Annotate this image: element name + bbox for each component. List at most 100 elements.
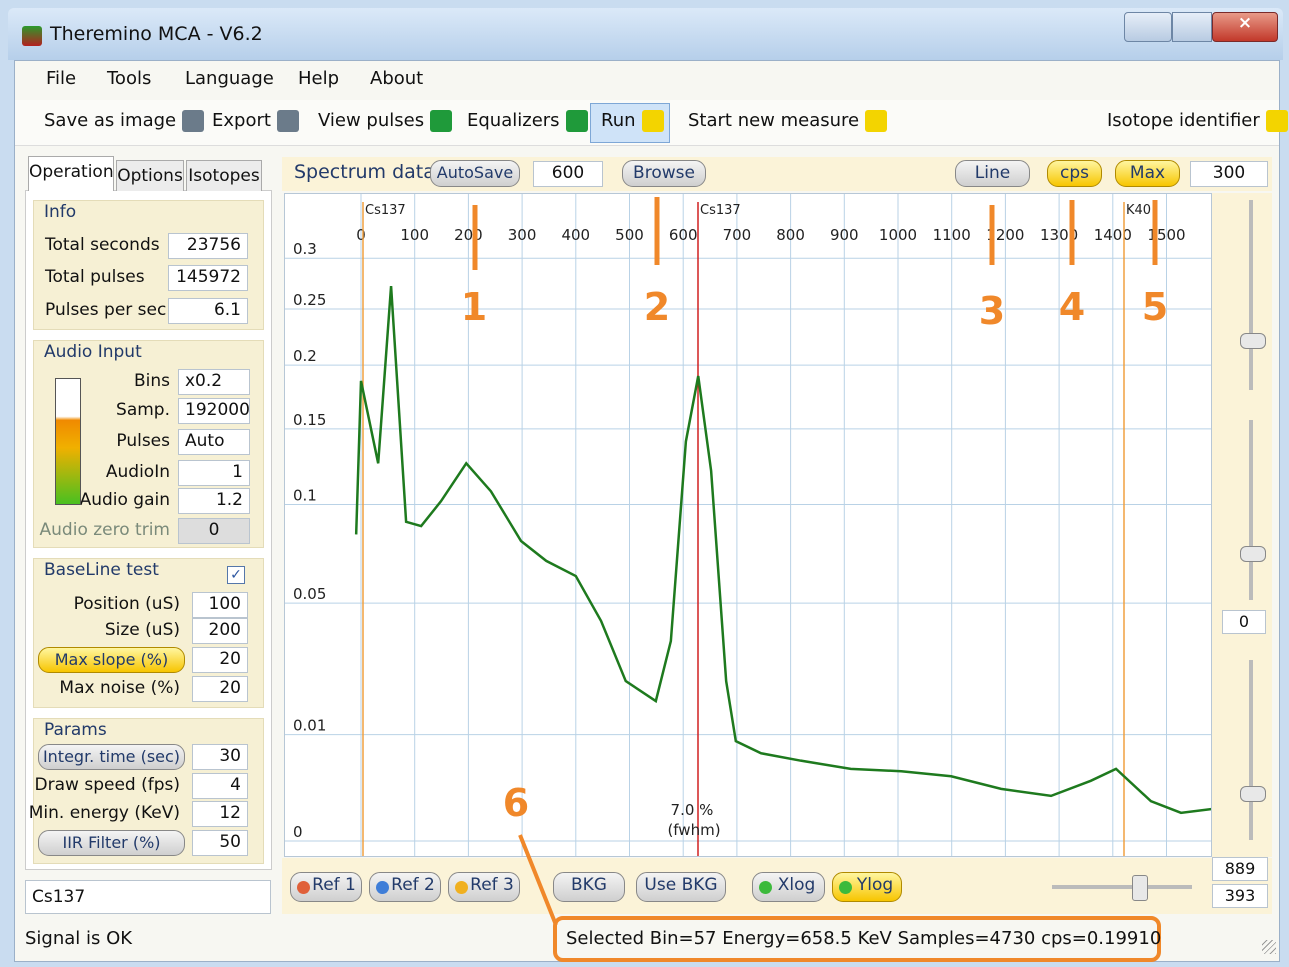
bottom-button[interactable]: Ylog	[832, 872, 902, 902]
y-tick-label: 0.1	[293, 487, 317, 505]
button-led	[839, 881, 852, 894]
marker-label: Cs137	[700, 203, 741, 218]
menu-item[interactable]: Language	[185, 68, 274, 89]
menu-item[interactable]: File	[46, 68, 77, 89]
close-button[interactable]: ×	[1212, 12, 1278, 42]
y-tick-label: 0.05	[293, 585, 326, 603]
toolbar-icon	[865, 110, 887, 132]
toolbar-button[interactable]: Isotope identifier	[1107, 110, 1260, 131]
bottom-button[interactable]: Ref 2	[369, 872, 441, 902]
window-title: Theremino MCA - V6.2	[50, 23, 263, 45]
x-tick-label: 600	[669, 226, 698, 244]
level-meter	[55, 378, 81, 505]
checkbox[interactable]: ✓	[227, 566, 245, 584]
bottom-button[interactable]: Use BKG	[636, 872, 726, 902]
line-button[interactable]: Line	[955, 160, 1030, 187]
x-tick-label: 1100	[933, 226, 971, 244]
group-title: BaseLine test	[44, 560, 159, 580]
tab[interactable]: Operation	[28, 156, 114, 191]
spectrum-label: Spectrum data	[294, 161, 435, 183]
zoom-slider-thumb[interactable]	[1132, 875, 1148, 901]
toolbar-button[interactable]: Start new measure	[688, 110, 860, 131]
row-value[interactable]: 145972	[168, 265, 248, 291]
row-button[interactable]: Max slope (%)	[38, 647, 185, 673]
y-tick-label: 0	[293, 823, 303, 841]
row-label: Min. energy (KeV)	[28, 803, 180, 823]
menu-item[interactable]: Help	[298, 68, 340, 89]
maximize-button[interactable]	[1172, 12, 1212, 42]
row-label: Draw speed (fps)	[34, 775, 180, 795]
row-value[interactable]: 0	[178, 518, 250, 544]
tab[interactable]: Options	[116, 160, 184, 191]
app-icon	[22, 26, 42, 46]
toolbar-button[interactable]: Export	[212, 110, 271, 131]
menu-item[interactable]: About	[370, 68, 424, 89]
resize-grip	[1262, 940, 1276, 954]
group-title: Info	[44, 202, 77, 222]
y-tick-label: 0.3	[293, 240, 317, 258]
toolbar-icon	[430, 110, 452, 132]
spectrum-plot: 0.3 0.25 0.2 0.15 0.1 0.05 0.01 0 0 100 200 300 400 5…	[284, 193, 1212, 857]
row-value[interactable]: 23756	[168, 233, 248, 259]
toolbar-button[interactable]: Equalizers	[467, 110, 560, 131]
row-value[interactable]: 200	[192, 618, 248, 644]
row-value[interactable]: 1	[178, 460, 250, 486]
zoom-slider-track	[1052, 885, 1192, 889]
vertical-slider-thumb[interactable]	[1240, 786, 1266, 802]
row-value[interactable]: 50	[192, 830, 248, 856]
row-label: Samp.	[116, 400, 170, 420]
cps-button[interactable]: cps	[1047, 160, 1102, 187]
row-button[interactable]: IIR Filter (%)	[38, 830, 185, 856]
side-value[interactable]: 889	[1212, 857, 1268, 881]
row-label: Pulses	[116, 431, 170, 451]
row-label: Max noise (%)	[59, 678, 180, 698]
button-led	[455, 881, 468, 894]
x-tick-label: 400	[561, 226, 590, 244]
row-value[interactable]: x0.2	[178, 369, 250, 395]
toolbar-button[interactable]: Save as image	[44, 110, 177, 131]
row-value[interactable]: 30	[192, 744, 248, 770]
max-value[interactable]: 300	[1190, 161, 1268, 187]
status-box	[553, 916, 1161, 962]
status-left: Signal is OK	[25, 928, 133, 949]
toolbar-icon	[277, 110, 299, 132]
toolbar-button[interactable]: Run	[601, 110, 636, 131]
side-value[interactable]: 0	[1222, 610, 1266, 634]
row-button[interactable]: Integr. time (sec)	[38, 744, 185, 770]
row-value[interactable]: 192000	[178, 398, 250, 424]
bottom-button[interactable]: BKG	[553, 872, 625, 902]
minimize-button[interactable]	[1124, 12, 1172, 42]
row-value[interactable]: 6.1	[168, 298, 248, 324]
vertical-slider-thumb[interactable]	[1240, 546, 1266, 562]
row-value[interactable]: 100	[192, 592, 248, 618]
max-button[interactable]: Max	[1115, 160, 1180, 187]
row-value[interactable]: 1.2	[178, 488, 250, 514]
autosave-value[interactable]: 600	[533, 161, 603, 187]
row-value[interactable]: 20	[192, 676, 248, 702]
x-tick-label: 1400	[1094, 226, 1132, 244]
spectrum-line	[354, 285, 1211, 815]
row-value[interactable]: 20	[192, 647, 248, 673]
side-panel	[1212, 193, 1272, 857]
menu-item[interactable]: Tools	[107, 68, 152, 89]
side-value[interactable]: 393	[1212, 884, 1268, 908]
tab[interactable]: Isotopes	[186, 160, 262, 191]
vertical-slider-thumb[interactable]	[1240, 333, 1266, 349]
y-tick-label: 0.01	[293, 717, 326, 735]
toolbar-button[interactable]: View pulses	[318, 110, 425, 131]
toolbar-icon	[566, 110, 588, 132]
row-value[interactable]: 4	[192, 773, 248, 799]
x-tick-label: 100	[400, 226, 429, 244]
row-value[interactable]: 12	[192, 801, 248, 827]
isotope-input[interactable]: Cs137	[25, 880, 271, 914]
autosave-button[interactable]: AutoSave	[430, 160, 520, 187]
toolbar-icon	[642, 110, 664, 132]
row-label: Total seconds	[45, 235, 160, 255]
browse-button[interactable]: Browse	[622, 160, 706, 187]
row-value[interactable]: Auto	[178, 429, 250, 455]
button-led	[376, 881, 389, 894]
row-label: Total pulses	[45, 267, 145, 287]
x-tick-label: 1200	[986, 226, 1024, 244]
marker-label: K40	[1126, 203, 1151, 218]
